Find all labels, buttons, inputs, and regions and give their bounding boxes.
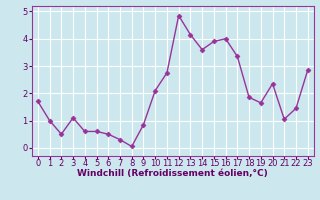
X-axis label: Windchill (Refroidissement éolien,°C): Windchill (Refroidissement éolien,°C): [77, 169, 268, 178]
